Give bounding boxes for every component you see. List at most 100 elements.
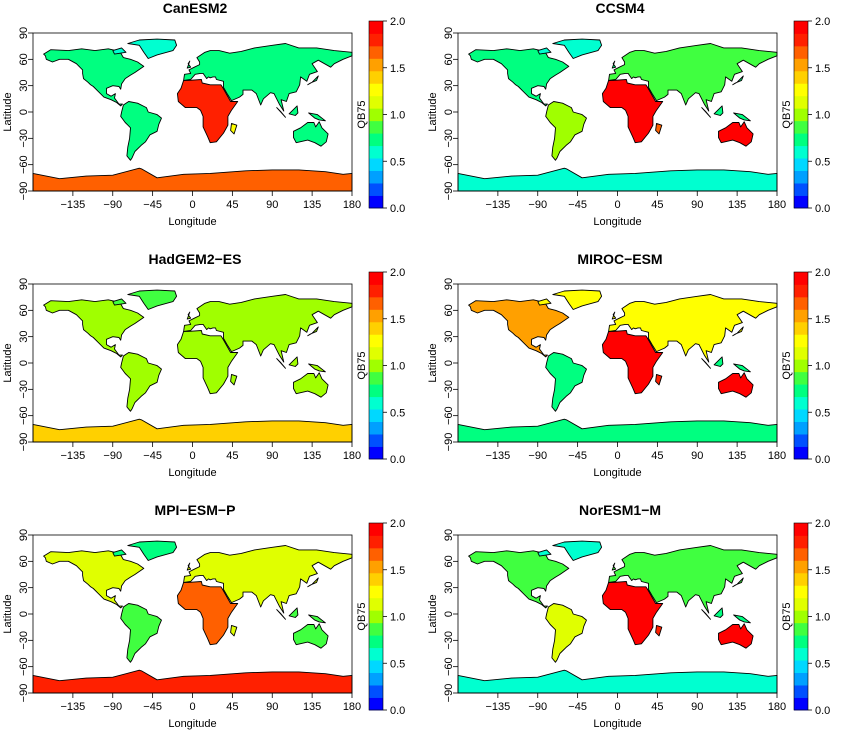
y-tick-label: −90 (18, 684, 30, 703)
colorbar-segment (369, 170, 383, 184)
colorbar-segment (369, 421, 383, 435)
x-axis-label: Longitude (168, 467, 216, 479)
y-axis-label: Latitude (427, 92, 439, 131)
landmass (127, 38, 178, 59)
landmass (732, 326, 744, 337)
landmass (32, 669, 353, 694)
landmass (307, 326, 319, 337)
colorbar-segment (794, 446, 808, 460)
colorbar-segment (794, 560, 808, 574)
colorbar-segment (369, 672, 383, 686)
landmass (127, 540, 178, 561)
x-tick-label: −135 (485, 450, 510, 462)
colorbar-segment (794, 33, 808, 47)
land-layer (457, 540, 778, 694)
colorbar-segment (369, 371, 383, 385)
x-tick-label: 45 (226, 199, 238, 211)
colorbar-tick-label: 1.5 (390, 63, 405, 75)
land-layer (32, 540, 353, 694)
y-tick-label: 0 (18, 109, 30, 115)
x-tick-label: 0 (189, 199, 195, 211)
x-tick-label: −45 (568, 701, 587, 713)
colorbar-tick-label: 1.5 (815, 63, 830, 75)
x-tick-label: −90 (528, 701, 547, 713)
landmass (601, 581, 664, 646)
colorbar-segment (794, 108, 808, 122)
x-tick-label: 90 (691, 450, 703, 462)
colorbar-tick-label: 0.5 (815, 407, 830, 419)
y-tick-label: 0 (18, 360, 30, 366)
colorbar-tick-label: 1.5 (390, 314, 405, 326)
landmass (457, 167, 778, 192)
colorbar-tick-label: 2.0 (390, 16, 405, 28)
colorbar-tick-label: 0.0 (390, 203, 405, 215)
colorbar-segment (794, 572, 808, 586)
y-tick-label: 90 (443, 529, 455, 541)
y-tick-label: −90 (443, 433, 455, 452)
landmass (457, 418, 778, 443)
map-svg: −135 −90 −45 0 45 90 135 180 90 60 30 0 −30 −60 −90 Lon… (427, 518, 830, 730)
colorbar-segment (794, 635, 808, 649)
x-tick-label: −45 (143, 701, 162, 713)
x-axis-label: Longitude (168, 216, 216, 228)
y-axis-label: Latitude (2, 594, 14, 633)
colorbar-segment (369, 622, 383, 636)
y-tick-label: 90 (443, 278, 455, 290)
colorbar-segment (794, 535, 808, 549)
y-axis-label: Latitude (427, 343, 439, 382)
colorbar-segment (369, 45, 383, 59)
colorbar-segment (369, 120, 383, 134)
y-tick-label: −90 (443, 182, 455, 201)
colorbar-segment (794, 421, 808, 435)
landmass (608, 545, 778, 614)
colorbar-tick-label: 1.0 (815, 612, 830, 624)
x-tick-label: −45 (143, 450, 162, 462)
colorbar-segment (794, 334, 808, 348)
landmass (713, 607, 724, 618)
y-tick-label: −60 (18, 406, 30, 425)
landmass (230, 373, 238, 386)
landmass (186, 60, 192, 69)
landmass (733, 112, 751, 122)
landmass (288, 356, 299, 367)
colorbar: 2.0 1.5 1.0 0.5 0.0 QB75 (356, 16, 405, 215)
x-tick-label: −45 (568, 199, 587, 211)
landmass (112, 549, 127, 557)
colorbar: 2.0 1.5 1.0 0.5 0.0 QB75 (781, 16, 830, 215)
landmass (112, 47, 127, 55)
map-svg: −135 −90 −45 0 45 90 135 180 90 60 30 0 −30 −60 −90 Lon… (427, 16, 830, 228)
colorbar-segment (369, 535, 383, 549)
landmass (183, 545, 353, 614)
landmass (176, 581, 239, 646)
colorbar-segment (369, 296, 383, 310)
colorbar-segment (369, 359, 383, 373)
landmass (288, 105, 299, 116)
landmass (43, 48, 145, 107)
colorbar-tick-label: 0.5 (815, 658, 830, 670)
colorbar-segment (369, 309, 383, 323)
colorbar-tick-label: 0.0 (815, 454, 830, 466)
landmass (468, 48, 570, 107)
y-tick-label: 0 (443, 360, 455, 366)
colorbar-segment (369, 272, 383, 285)
landmass (183, 43, 353, 112)
landmass (307, 577, 319, 588)
x-tick-label: 90 (266, 199, 278, 211)
colorbar-tick-label: 2.0 (815, 518, 830, 530)
x-tick-label: 180 (343, 199, 361, 211)
landmass (176, 330, 239, 395)
colorbar-segment (794, 170, 808, 184)
landmass (183, 294, 353, 363)
colorbar-segment (794, 384, 808, 398)
x-tick-label: 45 (226, 701, 238, 713)
landmass (608, 43, 778, 112)
colorbar-tick-label: 0.5 (390, 407, 405, 419)
colorbar-segment (369, 133, 383, 147)
landmass (545, 101, 587, 161)
landmass (120, 101, 162, 161)
y-tick-label: −90 (443, 684, 455, 703)
colorbar-segment (794, 83, 808, 97)
y-tick-label: 90 (443, 27, 455, 39)
colorbar-label: QB75 (356, 100, 368, 128)
colorbar-tick-label: 1.5 (390, 565, 405, 577)
